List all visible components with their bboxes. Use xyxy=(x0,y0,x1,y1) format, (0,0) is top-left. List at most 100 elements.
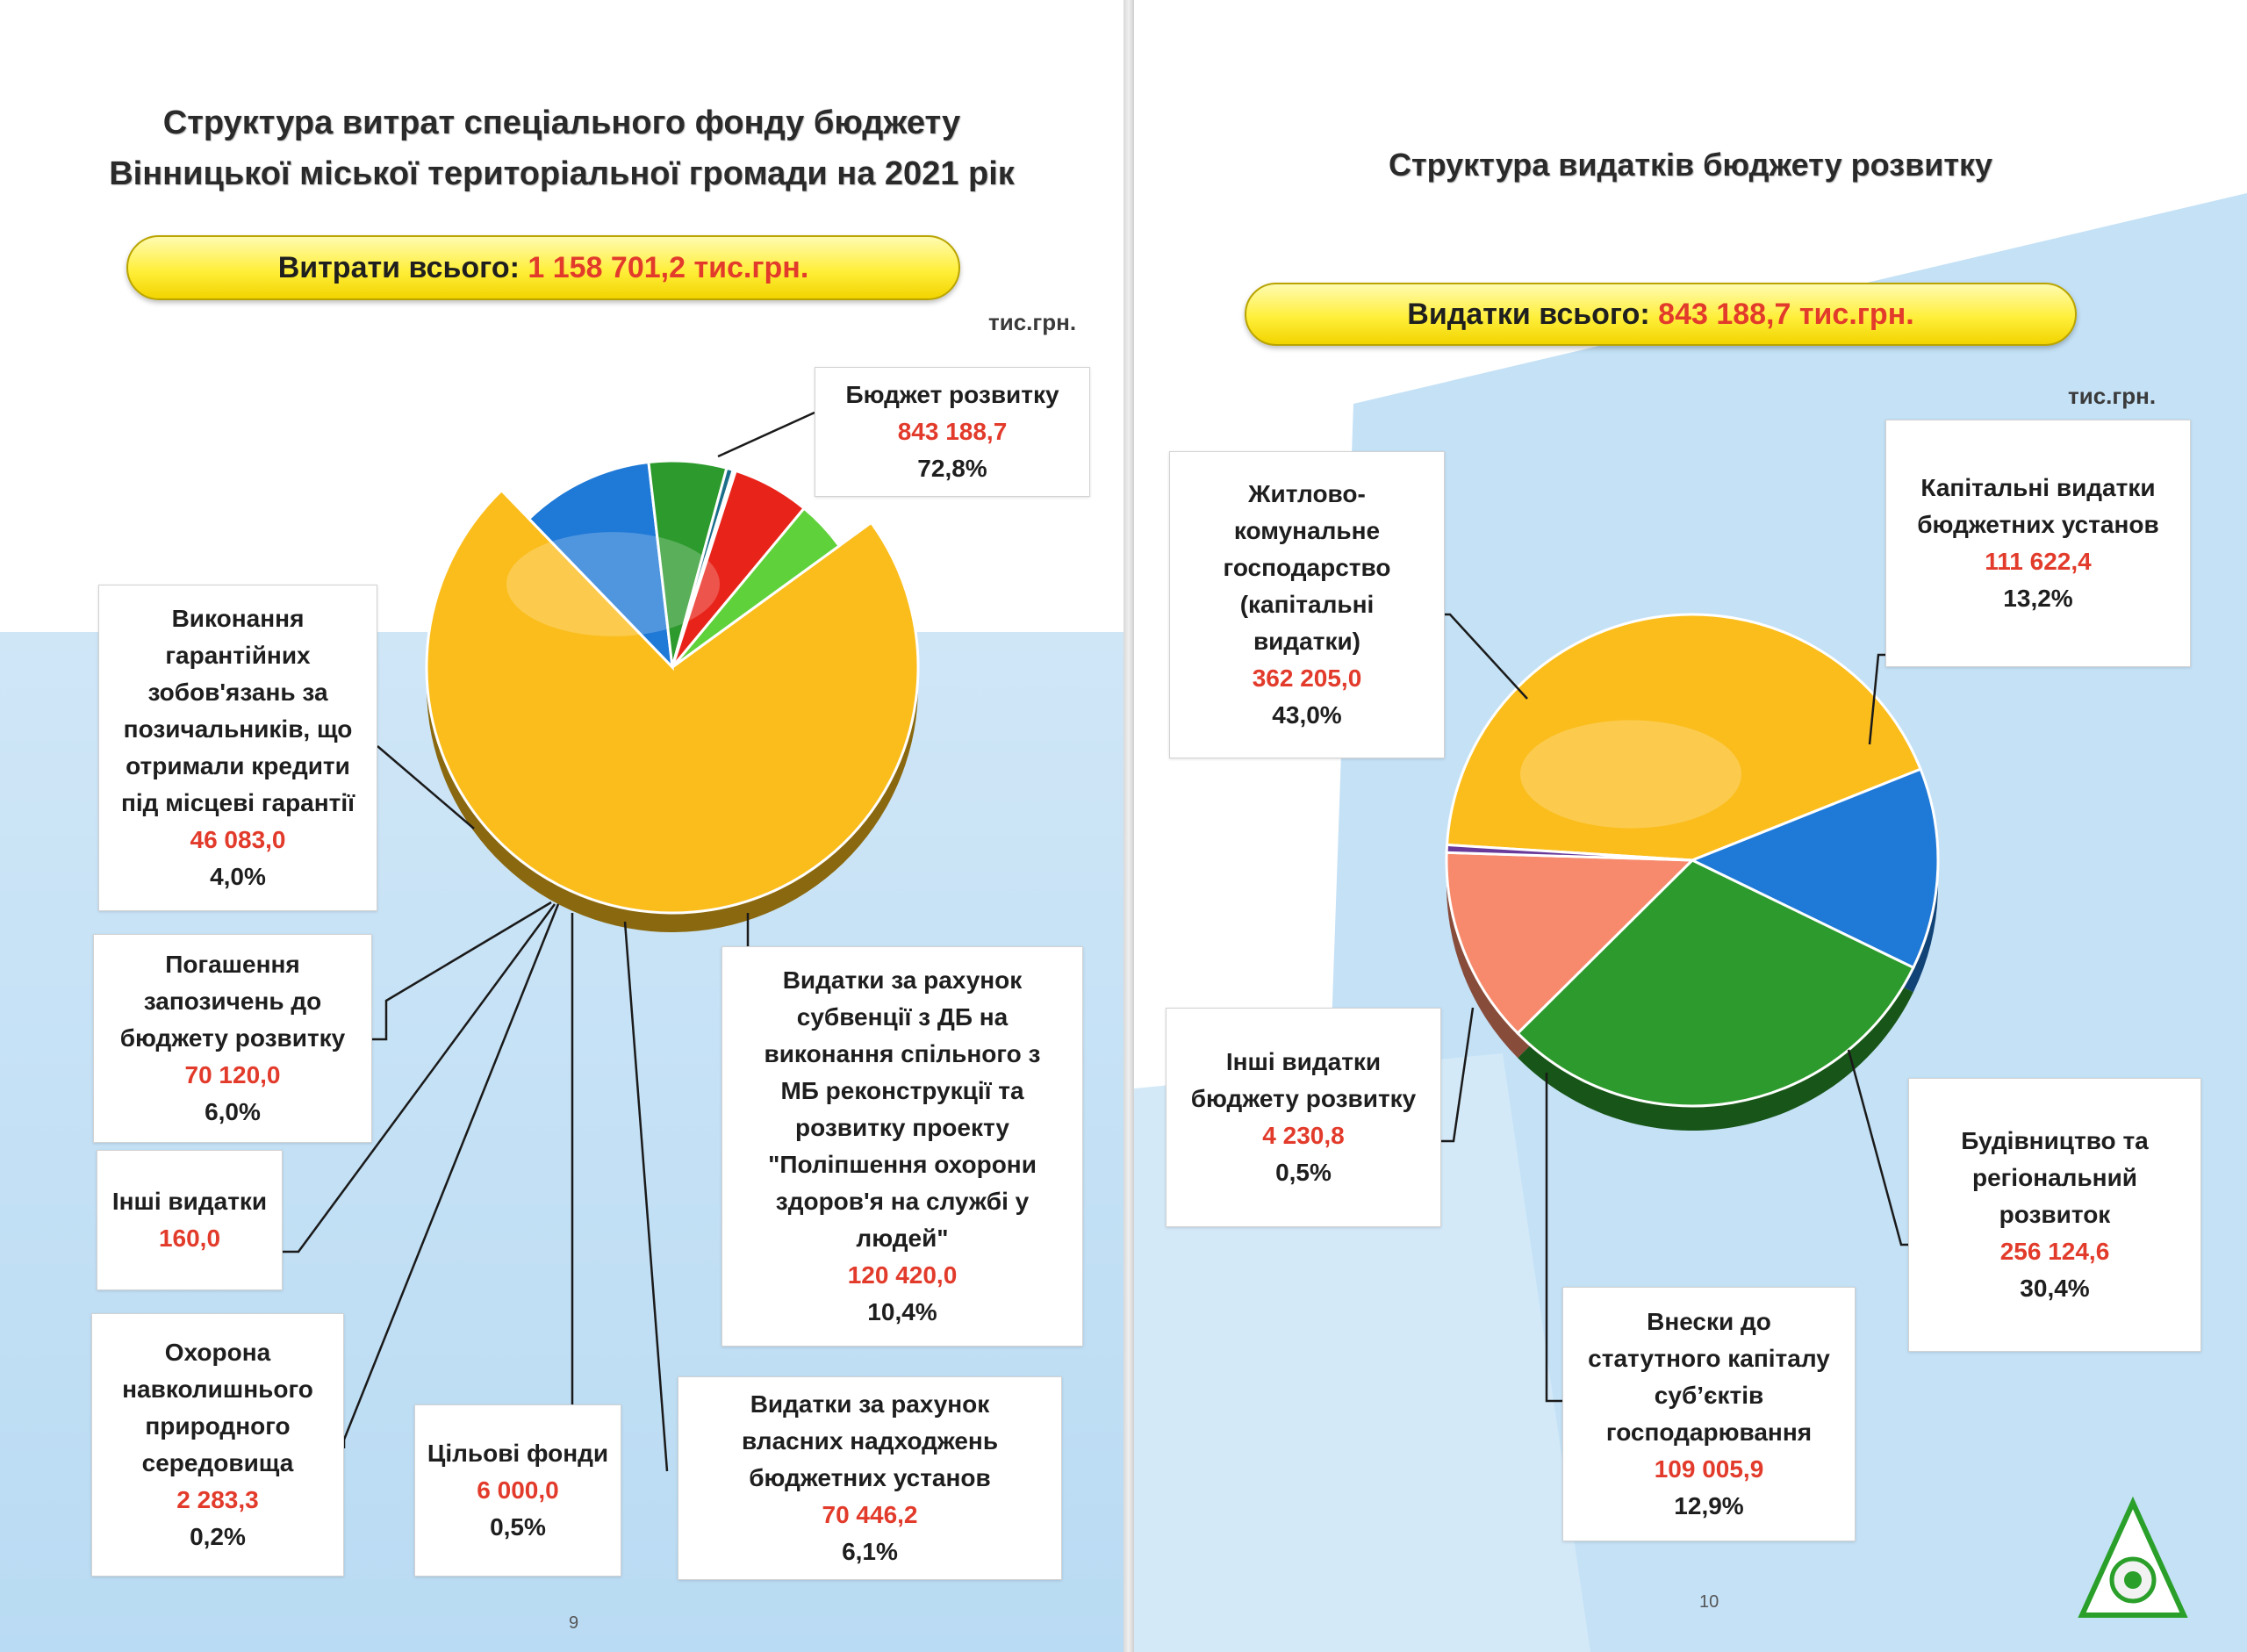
right-label-0-percent: 43,0% xyxy=(1272,701,1342,729)
right-pie-highlight xyxy=(1520,720,1741,829)
right-label-3-percent: 12,9% xyxy=(1674,1492,1744,1519)
left-label-2-line-2: бюджетних установ xyxy=(749,1464,991,1491)
right-label-2-line-1: регіональний xyxy=(1971,1164,2138,1191)
right-pie-leader-4 xyxy=(1441,1007,1475,1143)
left-pie-leader-5 xyxy=(283,903,556,1253)
left-label-1-percent: 10,4% xyxy=(867,1298,937,1325)
right-pie-slice-4 xyxy=(1445,843,1693,862)
left-label-0-percent: 72,8% xyxy=(917,455,987,482)
right-pie-slice-1 xyxy=(1689,767,1940,970)
left-label-7-line-5: під місцеві гарантії xyxy=(120,789,355,816)
right-label-0-line-0: Житлово- xyxy=(1248,480,1366,507)
right-total-label: Видатки всього: xyxy=(1407,298,1650,331)
right-label-1-percent: 13,2% xyxy=(2003,585,2073,612)
left-label-1-line-3: МБ реконструкції та xyxy=(780,1077,1024,1104)
right-total-banner: Видатки всього: 843 188,7 тис.грн. xyxy=(1245,283,2077,346)
right-label-box-4: Інші видатки бюджету розвитку 4 230,8 0,… xyxy=(1166,1008,1441,1227)
left-label-4-line-0: Охорона xyxy=(164,1339,271,1366)
left-label-7-value: 46 083,0 xyxy=(190,826,286,853)
left-pie-slice-7 xyxy=(671,506,842,669)
left-label-1-line-6: здоров'я на службі у xyxy=(775,1188,1030,1215)
left-label-2-percent: 6,1% xyxy=(842,1538,898,1565)
left-label-5-line-0: Інші видатки xyxy=(111,1188,268,1215)
right-label-2-percent: 30,4% xyxy=(2020,1275,2090,1302)
left-label-box-4: Охорона навколишнього природного середов… xyxy=(91,1313,344,1577)
right-label-box-0: Житлово- комунальне господарство (капіта… xyxy=(1169,451,1445,758)
left-pie-leader-6 xyxy=(372,901,552,1041)
page-fold xyxy=(1124,0,1134,1652)
left-label-1-line-7: людей" xyxy=(856,1225,949,1252)
right-label-3-line-0: Внески до xyxy=(1647,1308,1771,1335)
left-label-1-value: 120 420,0 xyxy=(847,1261,958,1289)
right-label-2-line-0: Будівництво та xyxy=(1961,1127,2149,1154)
right-pie-chart xyxy=(1441,613,1940,1403)
left-total-value: 1 158 701,2 тис.грн. xyxy=(528,251,809,284)
left-label-4-line-1: навколишнього xyxy=(122,1375,313,1403)
right-pie-leader-1 xyxy=(1868,653,1885,745)
left-label-box-0: Бюджет розвитку 843 188,7 72,8% xyxy=(815,367,1090,497)
right-total-value: 843 188,7 тис.грн. xyxy=(1658,298,1914,331)
right-label-3-value: 109 005,9 xyxy=(1654,1455,1764,1483)
left-label-1-line-5: "Поліпшення охорони xyxy=(768,1151,1037,1178)
right-label-4-percent: 0,5% xyxy=(1275,1159,1332,1186)
left-label-6-percent: 6,0% xyxy=(205,1098,261,1125)
right-label-2-value: 256 124,6 xyxy=(1999,1238,2110,1265)
left-label-1-line-4: розвитку проекту xyxy=(795,1114,1009,1141)
left-pie-leader-4 xyxy=(342,903,560,1448)
right-label-1-line-1: бюджетних установ xyxy=(1917,511,2159,538)
left-page-number: 9 xyxy=(569,1613,579,1633)
left-label-0-value: 843 188,7 xyxy=(897,418,1008,445)
right-label-0-value: 362 205,0 xyxy=(1252,664,1362,692)
right-label-1-value: 111 622,4 xyxy=(1985,548,2092,575)
right-pie-leader-3 xyxy=(1545,1073,1562,1403)
right-label-3-line-1: статутного капіталу xyxy=(1588,1345,1830,1372)
right-pie-slice-3 xyxy=(1445,851,1696,1036)
left-pie-slice-1 xyxy=(527,460,675,672)
right-unit: тис.грн. xyxy=(2068,383,2157,409)
left-pie-leader-2 xyxy=(623,921,669,1472)
left-total-label: Витрати всього: xyxy=(277,251,520,284)
left-pie-leader-0 xyxy=(717,411,815,458)
left-label-6-line-1: запозичень до xyxy=(143,988,322,1015)
right-page-number: 10 xyxy=(1699,1592,1719,1612)
left-label-0-line-0: Бюджет розвитку xyxy=(845,381,1059,408)
left-pie-slice-0 xyxy=(425,488,920,915)
left-label-5-value: 160,0 xyxy=(158,1225,221,1252)
right-label-box-2: Будівництво та регіональний розвиток 256… xyxy=(1908,1078,2201,1352)
right-label-4-line-0: Інші видатки xyxy=(1225,1048,1382,1075)
left-label-3-line-0: Цільові фонди xyxy=(427,1440,609,1467)
left-label-7-line-0: Виконання xyxy=(171,605,305,632)
left-label-box-3: Цільові фонди 6 000,0 0,5% xyxy=(414,1404,621,1577)
left-title-line2: Вінницької міської територіальної громад… xyxy=(109,155,1015,192)
left-label-4-percent: 0,2% xyxy=(190,1523,246,1550)
left-label-6-line-2: бюджету розвитку xyxy=(119,1024,346,1052)
right-label-0-line-3: (капітальні xyxy=(1239,591,1375,618)
left-pie-chart xyxy=(283,411,920,1472)
left-label-6-value: 70 120,0 xyxy=(184,1061,281,1088)
right-title: Структура видатків бюджету розвитку xyxy=(1388,147,1993,183)
right-label-4-line-1: бюджету розвитку xyxy=(1190,1085,1417,1112)
right-label-1-line-0: Капітальні видатки xyxy=(1920,474,2156,501)
left-label-1-line-0: Видатки за рахунок xyxy=(782,966,1023,994)
left-title-line1: Структура витрат спеціального фонду бюдж… xyxy=(162,104,961,141)
left-label-3-percent: 0,5% xyxy=(490,1513,546,1541)
left-label-7-percent: 4,0% xyxy=(210,863,266,890)
left-label-1-line-2: виконання спільного з xyxy=(764,1040,1041,1067)
left-label-3-value: 6 000,0 xyxy=(477,1476,559,1504)
page-left: Структура витрат спеціального фонду бюдж… xyxy=(0,0,1124,1652)
right-label-box-3: Внески до статутного капіталу суб’єктів … xyxy=(1562,1287,1856,1541)
left-pie-leader-7 xyxy=(377,745,475,830)
left-label-1-line-1: субвенції з ДБ на xyxy=(796,1003,1009,1031)
left-label-4-line-3: середовища xyxy=(141,1449,294,1476)
left-label-box-5: Інші видатки 160,0 xyxy=(97,1150,283,1290)
left-label-4-line-2: природного xyxy=(145,1412,291,1440)
right-label-3-line-3: господарювання xyxy=(1605,1419,1813,1446)
page-right: Структура видатків бюджету розвитку Вида… xyxy=(1134,0,2247,1652)
left-total-banner: Витрати всього: 1 158 701,2 тис.грн. xyxy=(126,235,960,300)
left-label-6-line-0: Погашення xyxy=(165,951,300,978)
right-label-box-1: Капітальні видатки бюджетних установ 111… xyxy=(1885,420,2191,667)
left-label-box-6: Погашення запозичень до бюджету розвитку… xyxy=(93,934,372,1143)
right-label-0-line-1: комунальне xyxy=(1233,517,1381,544)
right-pie-leader-2 xyxy=(1847,1049,1908,1246)
